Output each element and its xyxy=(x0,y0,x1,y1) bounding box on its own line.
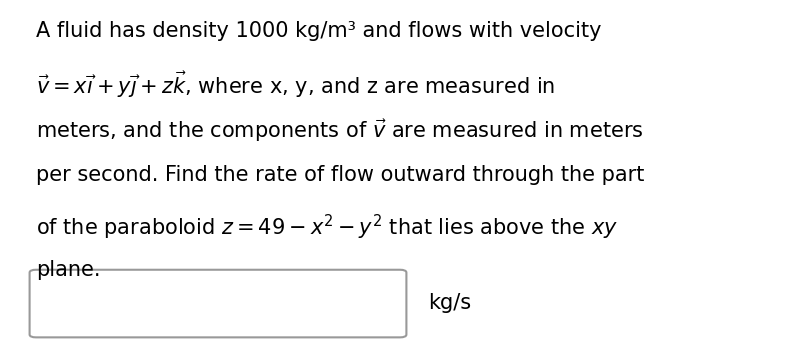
Text: plane.: plane. xyxy=(36,260,101,280)
Text: A fluid has density 1000 kg/m³ and flows with velocity: A fluid has density 1000 kg/m³ and flows… xyxy=(36,21,602,41)
Text: of the paraboloid $z = 49 - x^2 - y^2$ that lies above the $xy$: of the paraboloid $z = 49 - x^2 - y^2$ t… xyxy=(36,212,618,241)
Text: per second. Find the rate of flow outward through the part: per second. Find the rate of flow outwar… xyxy=(36,165,644,184)
Text: kg/s: kg/s xyxy=(428,293,471,313)
Text: meters, and the components of $\vec{v}$ are measured in meters: meters, and the components of $\vec{v}$ … xyxy=(36,117,644,144)
Text: $\vec{v} = x\vec{\imath} + y\vec{\jmath} + z\vec{k}$, where $\mathsf{x}$, $\math: $\vec{v} = x\vec{\imath} + y\vec{\jmath}… xyxy=(36,69,555,100)
FancyBboxPatch shape xyxy=(30,270,406,337)
